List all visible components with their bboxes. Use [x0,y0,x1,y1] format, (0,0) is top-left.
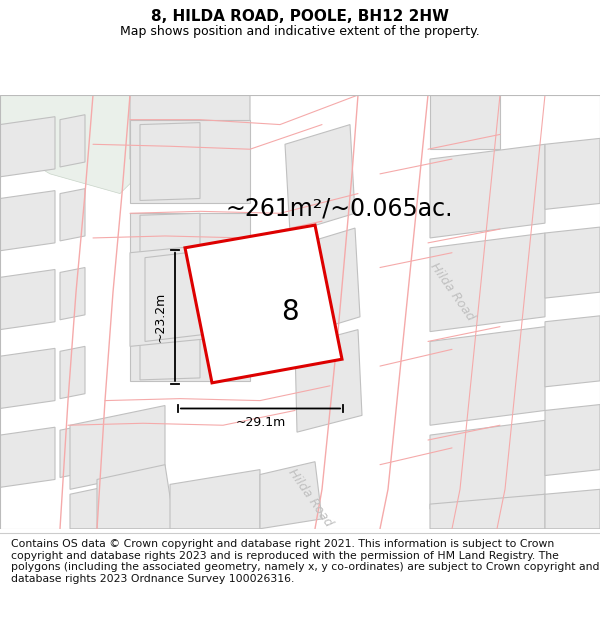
Polygon shape [545,138,600,209]
Text: Hilda Road: Hilda Road [285,466,335,529]
Polygon shape [0,95,160,194]
Polygon shape [285,124,355,233]
Polygon shape [140,302,200,380]
Polygon shape [0,117,55,177]
Text: 8, HILDA ROAD, POOLE, BH12 2HW: 8, HILDA ROAD, POOLE, BH12 2HW [151,9,449,24]
Polygon shape [97,464,175,529]
Polygon shape [290,228,360,336]
Polygon shape [430,494,545,529]
Text: ~261m²/~0.065ac.: ~261m²/~0.065ac. [225,196,452,221]
Polygon shape [295,329,362,432]
Polygon shape [130,119,250,204]
Polygon shape [185,225,342,383]
Polygon shape [545,489,600,529]
Polygon shape [60,346,85,399]
Polygon shape [60,268,85,320]
Polygon shape [430,233,545,332]
Polygon shape [545,404,600,476]
Text: 8: 8 [281,298,299,326]
Polygon shape [140,213,200,291]
Polygon shape [545,227,600,298]
Text: ~29.1m: ~29.1m [235,416,286,429]
Polygon shape [130,238,280,346]
Text: ~23.2m: ~23.2m [154,292,167,342]
Polygon shape [60,189,85,241]
Text: Contains OS data © Crown copyright and database right 2021. This information is : Contains OS data © Crown copyright and d… [11,539,599,584]
Text: Map shows position and indicative extent of the property.: Map shows position and indicative extent… [120,26,480,39]
Polygon shape [430,144,545,238]
Polygon shape [140,122,200,201]
Polygon shape [545,316,600,387]
Polygon shape [70,406,165,489]
Polygon shape [60,425,85,478]
Polygon shape [130,213,250,292]
Polygon shape [430,420,545,509]
Text: Hilda Road: Hilda Road [427,261,477,324]
Polygon shape [145,243,270,341]
Polygon shape [430,95,500,149]
Polygon shape [60,115,85,167]
Polygon shape [0,348,55,409]
Polygon shape [130,95,250,184]
Polygon shape [0,269,55,329]
Polygon shape [170,469,260,529]
Polygon shape [0,191,55,251]
Polygon shape [70,479,140,529]
Polygon shape [260,462,322,529]
Polygon shape [130,302,250,381]
Polygon shape [0,428,55,488]
Polygon shape [430,327,545,425]
